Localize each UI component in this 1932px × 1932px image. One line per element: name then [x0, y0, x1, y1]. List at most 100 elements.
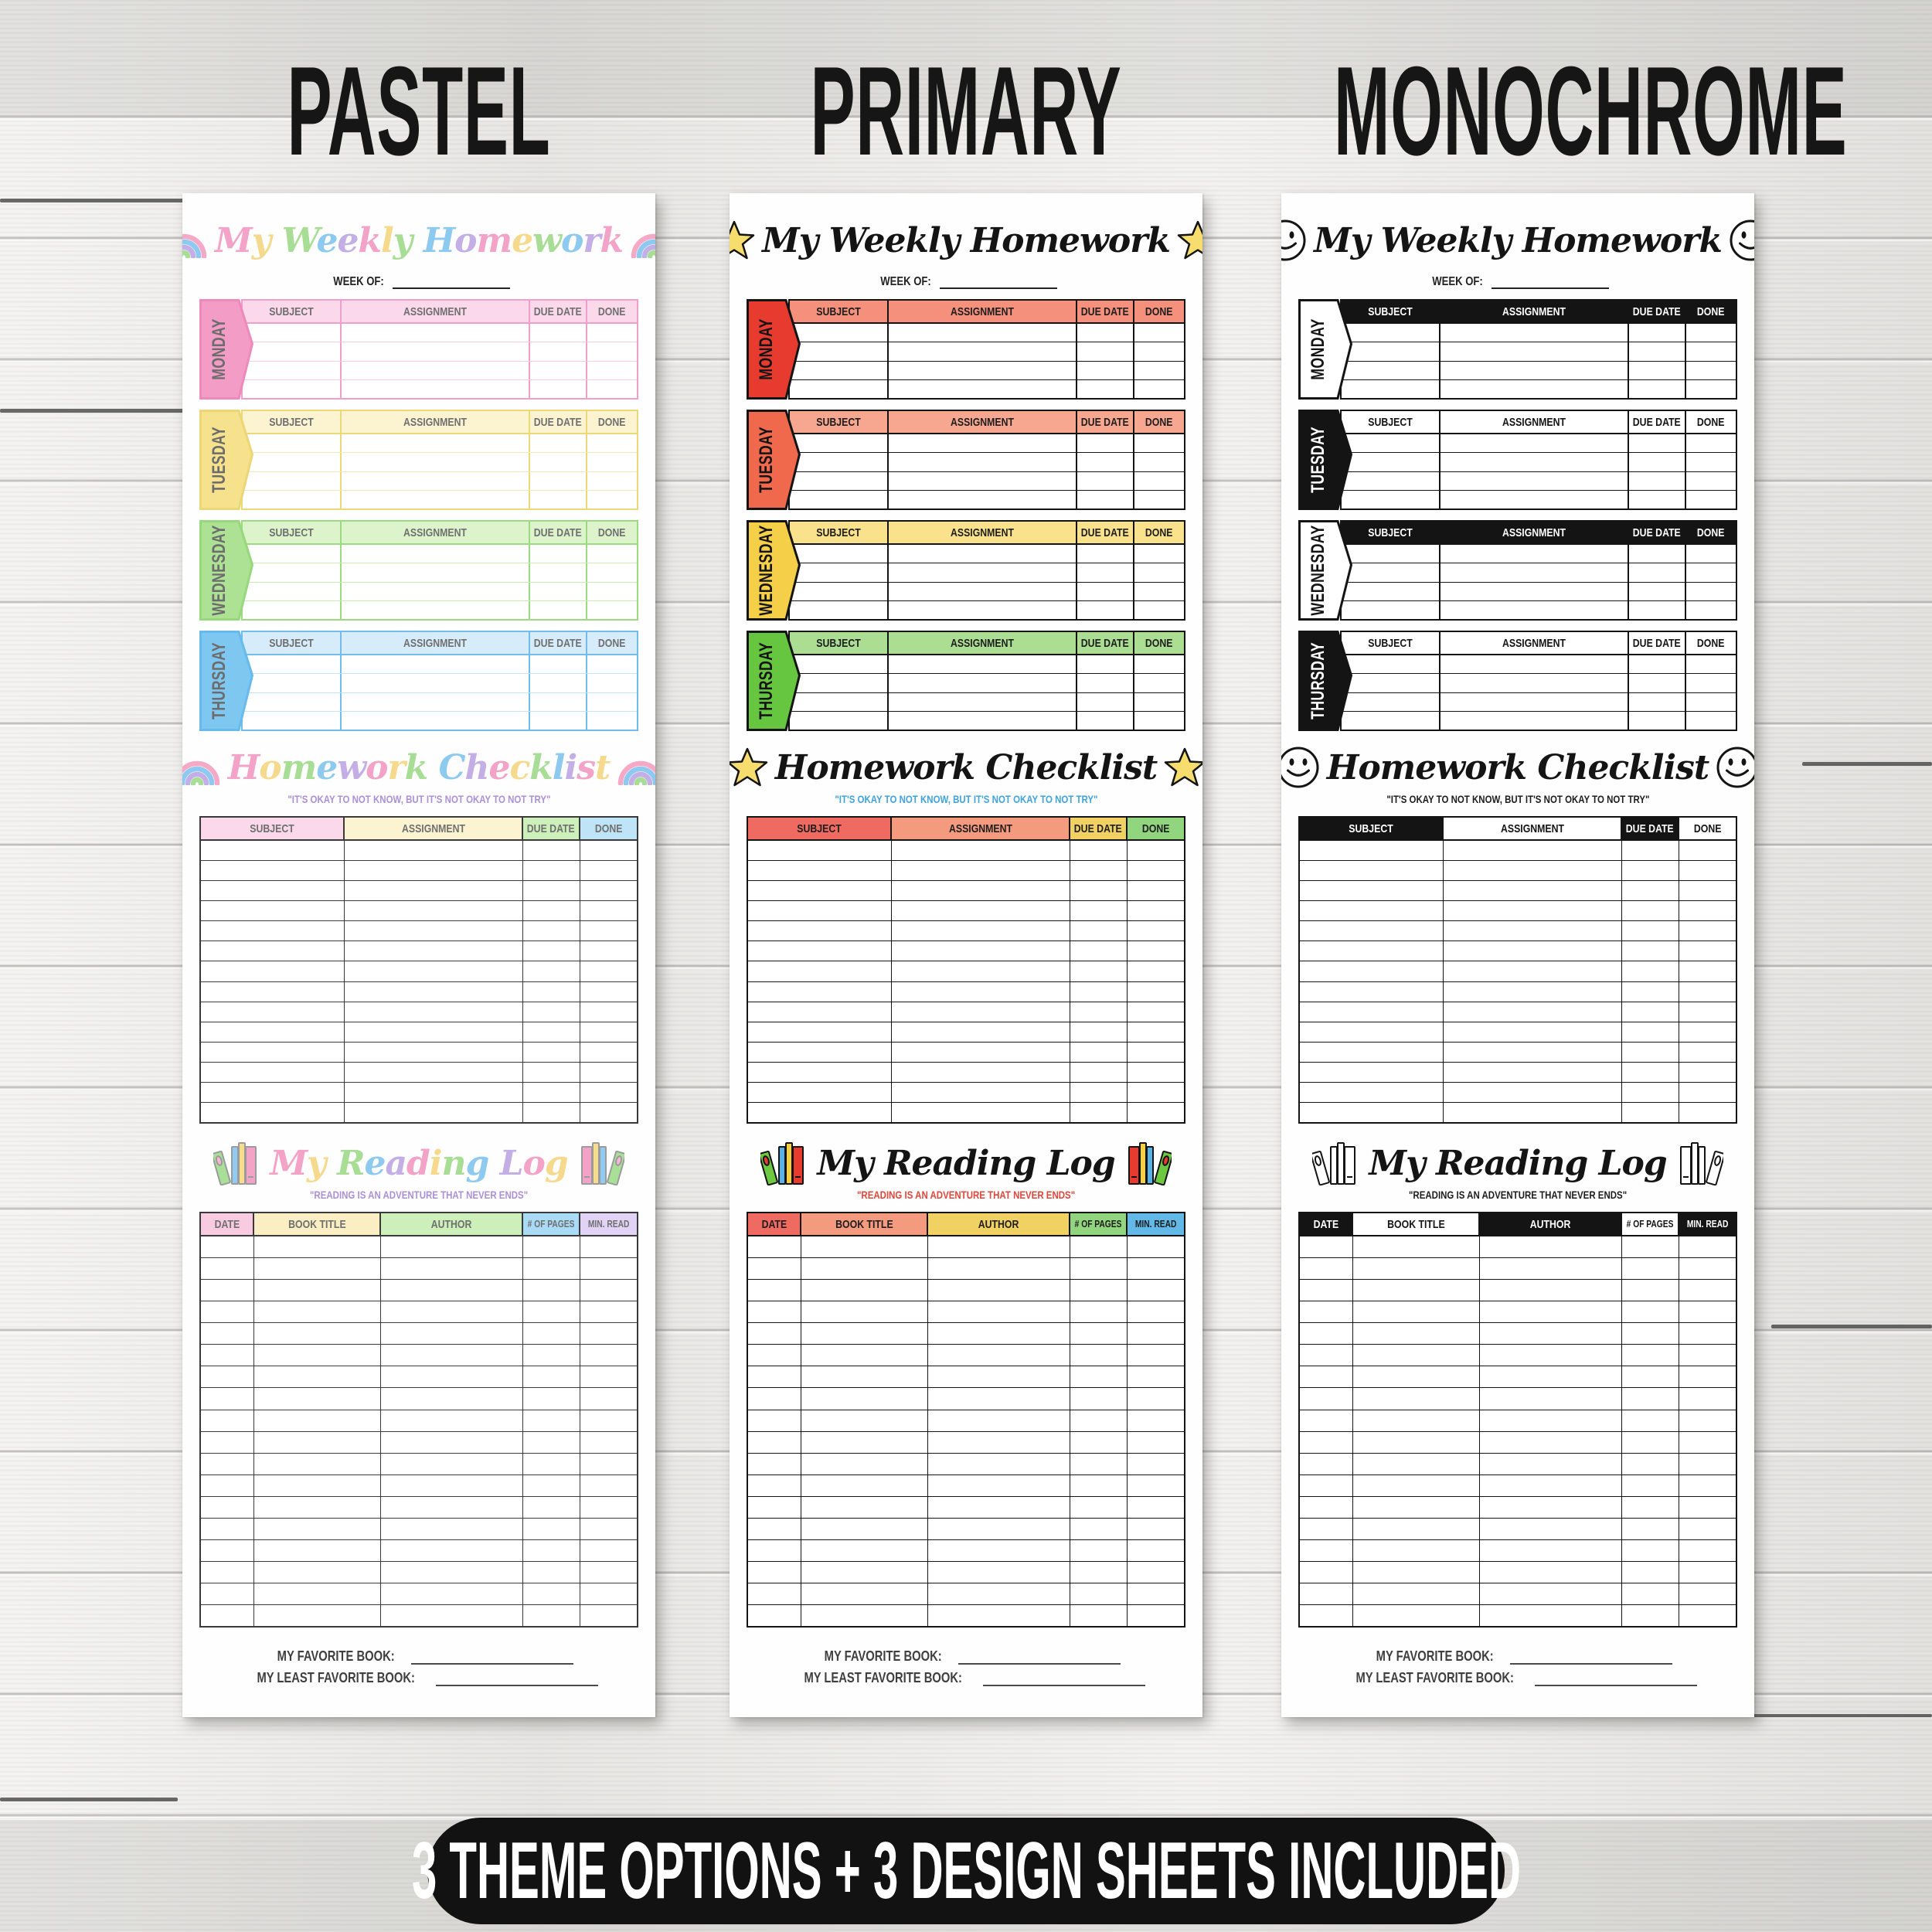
table-cell — [1353, 1496, 1480, 1518]
table-cell — [1622, 1103, 1679, 1123]
weekly-header: My Weekly Homework — [1281, 212, 1754, 269]
table-cell — [1128, 901, 1184, 920]
table-cell — [1480, 1366, 1623, 1388]
table-cell — [1686, 674, 1736, 692]
title-letter: e — [316, 220, 338, 260]
table-cell — [1077, 453, 1134, 471]
table-cell — [1134, 434, 1184, 452]
day-grid-rows — [243, 545, 637, 619]
table-cell — [801, 1561, 928, 1583]
reading-log-table-header-row: DATE BOOK TITLE AUTHOR # OF PAGES MIN. READ — [201, 1213, 637, 1236]
table-row — [1300, 1021, 1736, 1042]
table-cell — [254, 1410, 381, 1431]
table-row — [1342, 710, 1736, 730]
least-favorite-book-line: MY LEAST FAVORITE BOOK: — [1298, 1665, 1737, 1686]
table-row — [1300, 1061, 1736, 1082]
table-cell — [1622, 1561, 1679, 1583]
title-letter: h — [464, 747, 489, 787]
column-header-label: # OF PAGES — [527, 1219, 575, 1230]
table-cell — [889, 379, 1077, 398]
column-header-done: DONE — [587, 411, 637, 433]
table-cell — [523, 981, 580, 1002]
column-header-label: DUE DATE — [1632, 636, 1681, 650]
table-cell — [790, 379, 889, 398]
table-cell — [1440, 453, 1629, 471]
table-cell — [1679, 1454, 1736, 1475]
table-cell — [201, 1431, 255, 1453]
column-header--of-pages: # OF PAGES — [1622, 1213, 1679, 1235]
table-cell — [243, 324, 342, 342]
table-cell — [1480, 1388, 1623, 1410]
table-row — [201, 900, 637, 921]
table-cell — [1353, 1345, 1480, 1366]
table-row — [748, 1387, 1184, 1410]
table-cell — [1077, 434, 1134, 453]
weekly-homework-section: My Weekly Homework WEEK OF: MONDAY SUBJECT A… — [1281, 212, 1754, 731]
table-cell — [580, 1103, 637, 1122]
table-cell — [1070, 941, 1128, 961]
table-cell — [1128, 1388, 1184, 1409]
smiley-icon — [1281, 219, 1307, 262]
day-grid-rows — [790, 655, 1184, 730]
table-cell — [523, 1431, 580, 1453]
column-header-label: ASSIGNMENT — [403, 526, 467, 539]
table-row — [243, 545, 637, 563]
table-cell — [1300, 841, 1444, 861]
reading-log-quote: "READING IS AN ADVENTURE THAT NEVER ENDS… — [1298, 1189, 1737, 1206]
table-cell — [201, 1539, 255, 1561]
table-row — [748, 860, 1184, 881]
table-cell — [1679, 1083, 1736, 1102]
table-row — [201, 1409, 637, 1431]
column-header-assignment: ASSIGNMENT — [1440, 522, 1629, 543]
table-cell — [254, 1301, 381, 1323]
table-cell — [1622, 861, 1679, 881]
table-cell — [1128, 1519, 1184, 1539]
column-header-due-date: DUE DATE — [530, 301, 587, 322]
table-cell — [1300, 1496, 1354, 1518]
table-cell — [201, 1518, 255, 1539]
table-row — [790, 360, 1184, 379]
title-letter: k — [600, 220, 624, 260]
weekly-day-table-wednesday: WEDNESDAY SUBJECT ASSIGNMENT DUE DATE DONE — [1298, 520, 1737, 621]
table-cell — [1342, 379, 1440, 398]
table-cell — [1679, 1002, 1736, 1022]
table-cell — [748, 1410, 802, 1431]
table-cell — [254, 1345, 381, 1366]
table-cell — [345, 1082, 524, 1103]
column-header-label: DUE DATE — [533, 304, 582, 318]
table-cell — [201, 1258, 255, 1280]
day-tab-monday: MONDAY — [1298, 299, 1352, 400]
table-row — [1300, 981, 1736, 1002]
table-cell — [892, 981, 1071, 1002]
table-cell — [748, 1561, 802, 1583]
table-cell — [928, 1345, 1071, 1366]
table-cell — [587, 342, 637, 360]
reading-log-quote-text: "READING IS AN ADVENTURE THAT NEVER ENDS… — [856, 1189, 1076, 1201]
table-cell — [892, 1103, 1071, 1123]
star-icon — [730, 220, 755, 260]
table-cell — [1070, 1280, 1128, 1301]
reading-log-table-rows — [201, 1236, 637, 1627]
day-grid-header-row: SUBJECT ASSIGNMENT DUE DATE DONE — [1342, 301, 1736, 324]
table-cell — [523, 921, 580, 941]
title-letter: M — [215, 220, 253, 260]
weekly-title: My Weekly Homework — [1314, 220, 1723, 260]
column-header-label: SUBJECT — [1368, 636, 1413, 650]
table-cell — [1622, 1410, 1679, 1431]
column-header-label: DUE DATE — [1632, 304, 1681, 318]
table-cell — [1480, 1561, 1623, 1583]
table-cell — [342, 655, 530, 674]
column-header-label: SUBJECT — [816, 415, 861, 429]
day-grid: SUBJECT ASSIGNMENT DUE DATE DONE — [241, 410, 638, 510]
table-row — [1300, 880, 1736, 901]
table-cell — [1686, 655, 1736, 673]
table-cell — [1622, 1583, 1679, 1605]
table-cell — [530, 655, 587, 674]
table-cell — [530, 379, 587, 398]
table-cell — [928, 1323, 1071, 1345]
favorite-books-block: MY FAVORITE BOOK: MY LEAST FAVORITE BOOK: — [1298, 1643, 1737, 1686]
table-cell — [1077, 471, 1134, 490]
table-row — [748, 1257, 1184, 1280]
day-tab-wednesday: WEDNESDAY — [747, 520, 801, 621]
column-header-assignment: ASSIGNMENT — [889, 411, 1077, 433]
